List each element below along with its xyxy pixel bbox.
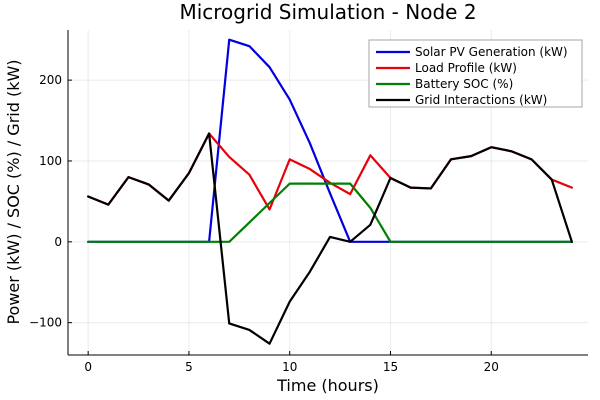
x-tick-label: 5 xyxy=(185,360,193,374)
chart-title: Microgrid Simulation - Node 2 xyxy=(179,0,476,24)
legend-label: Grid Interactions (kW) xyxy=(415,93,547,107)
series-line-4 xyxy=(87,132,573,345)
legend: Solar PV Generation (kW) Load Profile (kW… xyxy=(368,39,583,108)
y-tick-label: 100 xyxy=(39,154,62,168)
y-tick-label: 200 xyxy=(39,73,62,87)
y-tick-label: −100 xyxy=(29,316,62,330)
series-lines xyxy=(87,38,573,345)
x-tick-label: 20 xyxy=(484,360,499,374)
x-tick-labels: 0 5 10 15 20 xyxy=(84,351,499,374)
x-axis-label: Time (hours) xyxy=(276,376,379,395)
y-tick-labels: −100 0 100 200 xyxy=(29,73,72,330)
x-tick-label: 10 xyxy=(282,360,297,374)
y-tick-label: 0 xyxy=(54,235,62,249)
legend-label: Solar PV Generation (kW) xyxy=(415,45,568,59)
legend-label: Load Profile (kW) xyxy=(415,61,517,75)
series-line-3 xyxy=(87,182,573,243)
x-tick-label: 15 xyxy=(383,360,398,374)
x-tick-label: 0 xyxy=(84,360,92,374)
y-axis-label: Power (kW) / SOC (%) / Grid (kW) xyxy=(4,59,23,324)
axes xyxy=(67,30,588,356)
legend-label: Battery SOC (%) xyxy=(415,77,513,91)
